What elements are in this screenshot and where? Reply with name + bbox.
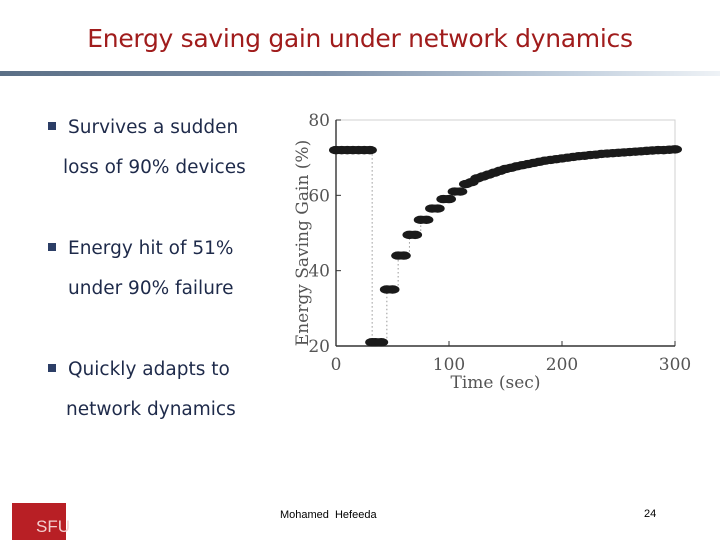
x-tick-label: 100 (433, 355, 465, 375)
y-tick-label: 20 (308, 337, 330, 357)
data-point (442, 194, 456, 204)
bullet-text-line2: network dynamics (66, 399, 236, 420)
data-point (408, 230, 423, 240)
bullet-text-line1: Energy hit of 51% (68, 238, 234, 259)
footer-author: Mohamed Hefeeda (280, 509, 377, 521)
data-point (453, 187, 468, 196)
bullet-item: Quickly adapts to network dynamics (48, 350, 278, 430)
x-tick-label: 0 (331, 355, 342, 375)
bullet-text-line2: loss of 90% devices (63, 157, 246, 178)
sfu-logo-text: SFU (36, 517, 70, 536)
x-axis-label: Time (sec) (451, 373, 541, 393)
data-point (430, 204, 445, 213)
bullet-text-line2: under 90% failure (68, 278, 234, 299)
y-tick-label: 40 (308, 262, 330, 282)
bullet-marker-icon (48, 122, 56, 130)
bullet-text-line1: Quickly adapts to (68, 359, 230, 380)
x-tick-label: 300 (659, 355, 691, 375)
data-point (385, 285, 400, 294)
y-tick-label: 60 (308, 186, 330, 206)
sfu-logo: SFU (12, 503, 70, 540)
data-point (396, 251, 411, 260)
bullet-item: Survives a sudden loss of 90% devices (48, 108, 278, 188)
data-point (419, 215, 434, 225)
page-number: 24 (644, 508, 657, 520)
data-point (362, 145, 377, 155)
bullet-item: Energy hit of 51% under 90% failure (48, 229, 278, 309)
slide-title: Energy saving gain under network dynamic… (87, 24, 633, 53)
data-point (374, 338, 389, 347)
bullet-marker-icon (48, 364, 56, 372)
title-divider (0, 71, 720, 76)
y-axis-label: Energy Saving Gain (%) (293, 140, 313, 346)
data-point (668, 145, 682, 154)
bullet-text-line1: Survives a sudden (68, 117, 239, 138)
x-tick-label: 200 (546, 355, 578, 375)
bullet-marker-icon (48, 243, 56, 251)
energy-gain-chart: 20 40 60 80 0 100 200 300 Time (sec) Energy Savin… (293, 111, 691, 393)
y-tick-label: 80 (308, 111, 330, 131)
